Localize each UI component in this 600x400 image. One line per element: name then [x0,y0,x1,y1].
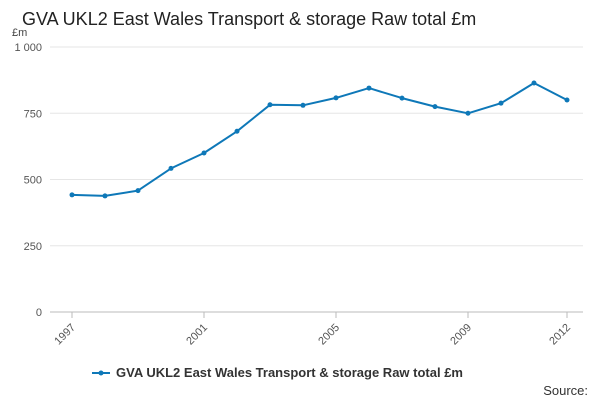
y-tick-label: 0 [36,307,42,319]
data-point[interactable] [498,100,504,106]
data-point[interactable] [531,80,537,86]
data-point[interactable] [69,192,75,198]
data-point[interactable] [399,95,405,101]
y-tick-label: 250 [24,241,42,253]
x-tick-label: 2009 [448,322,474,348]
data-point[interactable] [201,150,207,156]
data-point[interactable] [366,85,372,91]
data-point[interactable] [432,104,438,110]
legend[interactable]: GVA UKL2 East Wales Transport & storage … [92,365,463,380]
data-point[interactable] [102,193,108,199]
data-point[interactable] [300,102,306,108]
series-layer [69,80,570,199]
y-tick-label: 750 [24,108,42,120]
y-axis-ticks: 0 250 500 750 1 000 [14,42,42,319]
x-tick-label: 2001 [184,322,210,348]
chart-title: GVA UKL2 East Wales Transport & storage … [22,9,476,29]
x-tick-label: 2012 [547,322,573,348]
x-tick-label: 1997 [52,322,78,348]
legend-marker [98,370,104,376]
series-line [71,82,568,197]
source-label: Source: [543,383,588,398]
y-tick-label: 1 000 [14,42,42,54]
x-tick-label: 2005 [316,322,342,348]
data-point[interactable] [333,95,339,101]
data-point[interactable] [564,97,570,103]
legend-label: GVA UKL2 East Wales Transport & storage … [116,365,463,380]
data-point[interactable] [168,165,174,171]
data-point[interactable] [465,110,471,116]
y-axis-unit-label: £m [12,27,27,39]
data-point[interactable] [234,128,240,134]
gridlines [50,46,583,313]
y-tick-label: 500 [24,175,42,187]
data-point[interactable] [135,188,141,194]
data-point[interactable] [267,102,273,108]
x-axis-ticks: 1997 2001 2005 2009 2012 [52,312,573,347]
